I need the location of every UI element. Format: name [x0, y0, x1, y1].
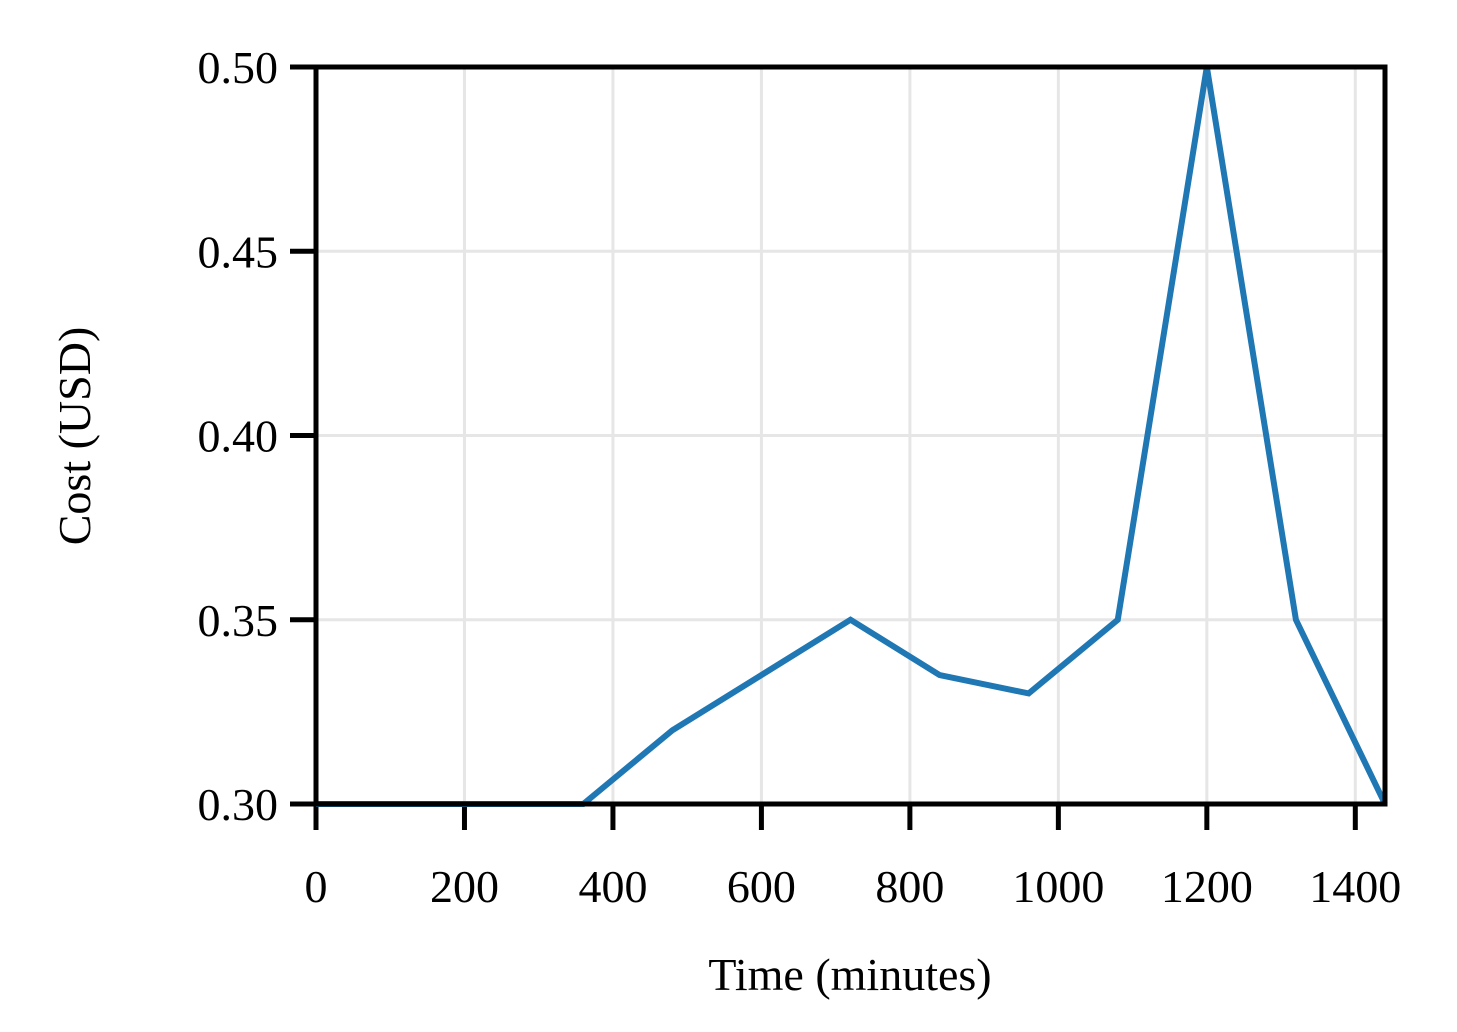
x-tick-label: 1400	[1309, 861, 1401, 912]
y-tick-label: 0.35	[198, 595, 279, 646]
plot-frame	[313, 64, 1388, 807]
y-tick-label: 0.40	[198, 411, 279, 462]
x-tick-label: 0	[305, 861, 328, 912]
x-tick-label: 200	[430, 861, 499, 912]
y-tick-label: 0.45	[198, 226, 279, 277]
x-tick-label: 400	[578, 861, 647, 912]
y-tick-label: 0.30	[198, 779, 279, 830]
y-tick-label: 0.50	[198, 42, 279, 93]
x-axis-label: Time (minutes)	[708, 949, 991, 1000]
y-axis-label: Cost (USD)	[49, 327, 100, 546]
x-tick-label: 800	[875, 861, 944, 912]
x-tick-label: 1200	[1161, 861, 1253, 912]
x-tick-label: 1000	[1012, 861, 1104, 912]
x-tick-label: 600	[727, 861, 796, 912]
